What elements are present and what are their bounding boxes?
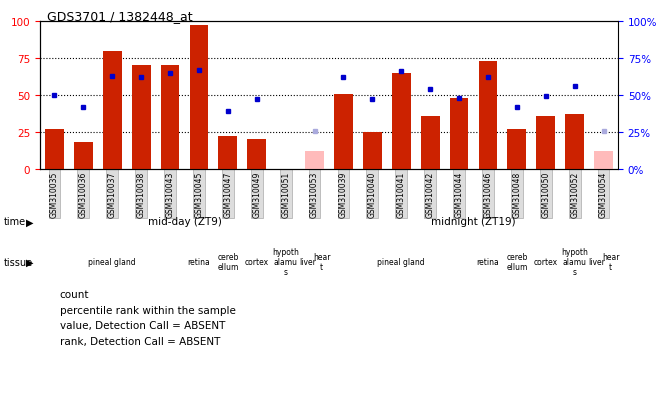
Bar — [103, 52, 121, 170]
Bar — [363, 133, 381, 170]
Bar — [421, 116, 440, 170]
Text: hear
t: hear t — [313, 252, 331, 271]
Text: time: time — [3, 217, 26, 227]
Text: ▶: ▶ — [26, 257, 34, 267]
Text: rank, Detection Call = ABSENT: rank, Detection Call = ABSENT — [60, 336, 220, 347]
Text: hypoth
alamu
s: hypoth alamu s — [272, 247, 299, 277]
Bar — [392, 74, 411, 170]
Text: percentile rank within the sample: percentile rank within the sample — [60, 305, 236, 315]
Bar — [594, 152, 613, 170]
Text: cortex: cortex — [245, 257, 269, 266]
Text: pineal gland: pineal gland — [88, 257, 136, 266]
Text: mid-day (ZT9): mid-day (ZT9) — [148, 217, 222, 227]
Text: retina: retina — [187, 257, 211, 266]
Text: midnight (ZT19): midnight (ZT19) — [431, 217, 516, 227]
Bar — [132, 66, 150, 170]
Text: pineal gland: pineal gland — [378, 257, 425, 266]
Text: hear
t: hear t — [602, 252, 620, 271]
Bar — [508, 130, 526, 170]
Bar — [189, 26, 209, 170]
Text: cereb
ellum: cereb ellum — [217, 252, 238, 271]
Text: tissue: tissue — [3, 257, 32, 267]
Bar — [478, 62, 498, 170]
Text: ▶: ▶ — [26, 217, 34, 227]
Bar — [160, 66, 180, 170]
Bar — [218, 137, 237, 170]
Text: liver: liver — [299, 257, 315, 266]
Text: GDS3701 / 1382448_at: GDS3701 / 1382448_at — [47, 10, 192, 23]
Bar — [565, 115, 584, 170]
Bar — [537, 116, 555, 170]
Bar — [74, 143, 93, 170]
Bar — [449, 99, 469, 170]
Text: liver: liver — [588, 257, 605, 266]
Text: cortex: cortex — [534, 257, 558, 266]
Bar — [248, 140, 266, 170]
Text: hypoth
alamu
s: hypoth alamu s — [561, 247, 588, 277]
Text: value, Detection Call = ABSENT: value, Detection Call = ABSENT — [60, 320, 225, 331]
Bar — [334, 94, 353, 170]
Bar — [45, 130, 64, 170]
Bar — [305, 152, 324, 170]
Text: retina: retina — [477, 257, 500, 266]
Text: count: count — [60, 289, 89, 299]
Text: cereb
ellum: cereb ellum — [506, 252, 527, 271]
